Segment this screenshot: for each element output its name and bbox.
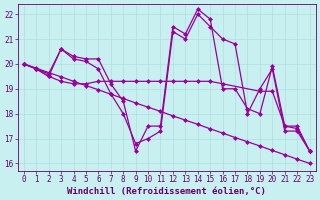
X-axis label: Windchill (Refroidissement éolien,°C): Windchill (Refroidissement éolien,°C) [67,187,266,196]
